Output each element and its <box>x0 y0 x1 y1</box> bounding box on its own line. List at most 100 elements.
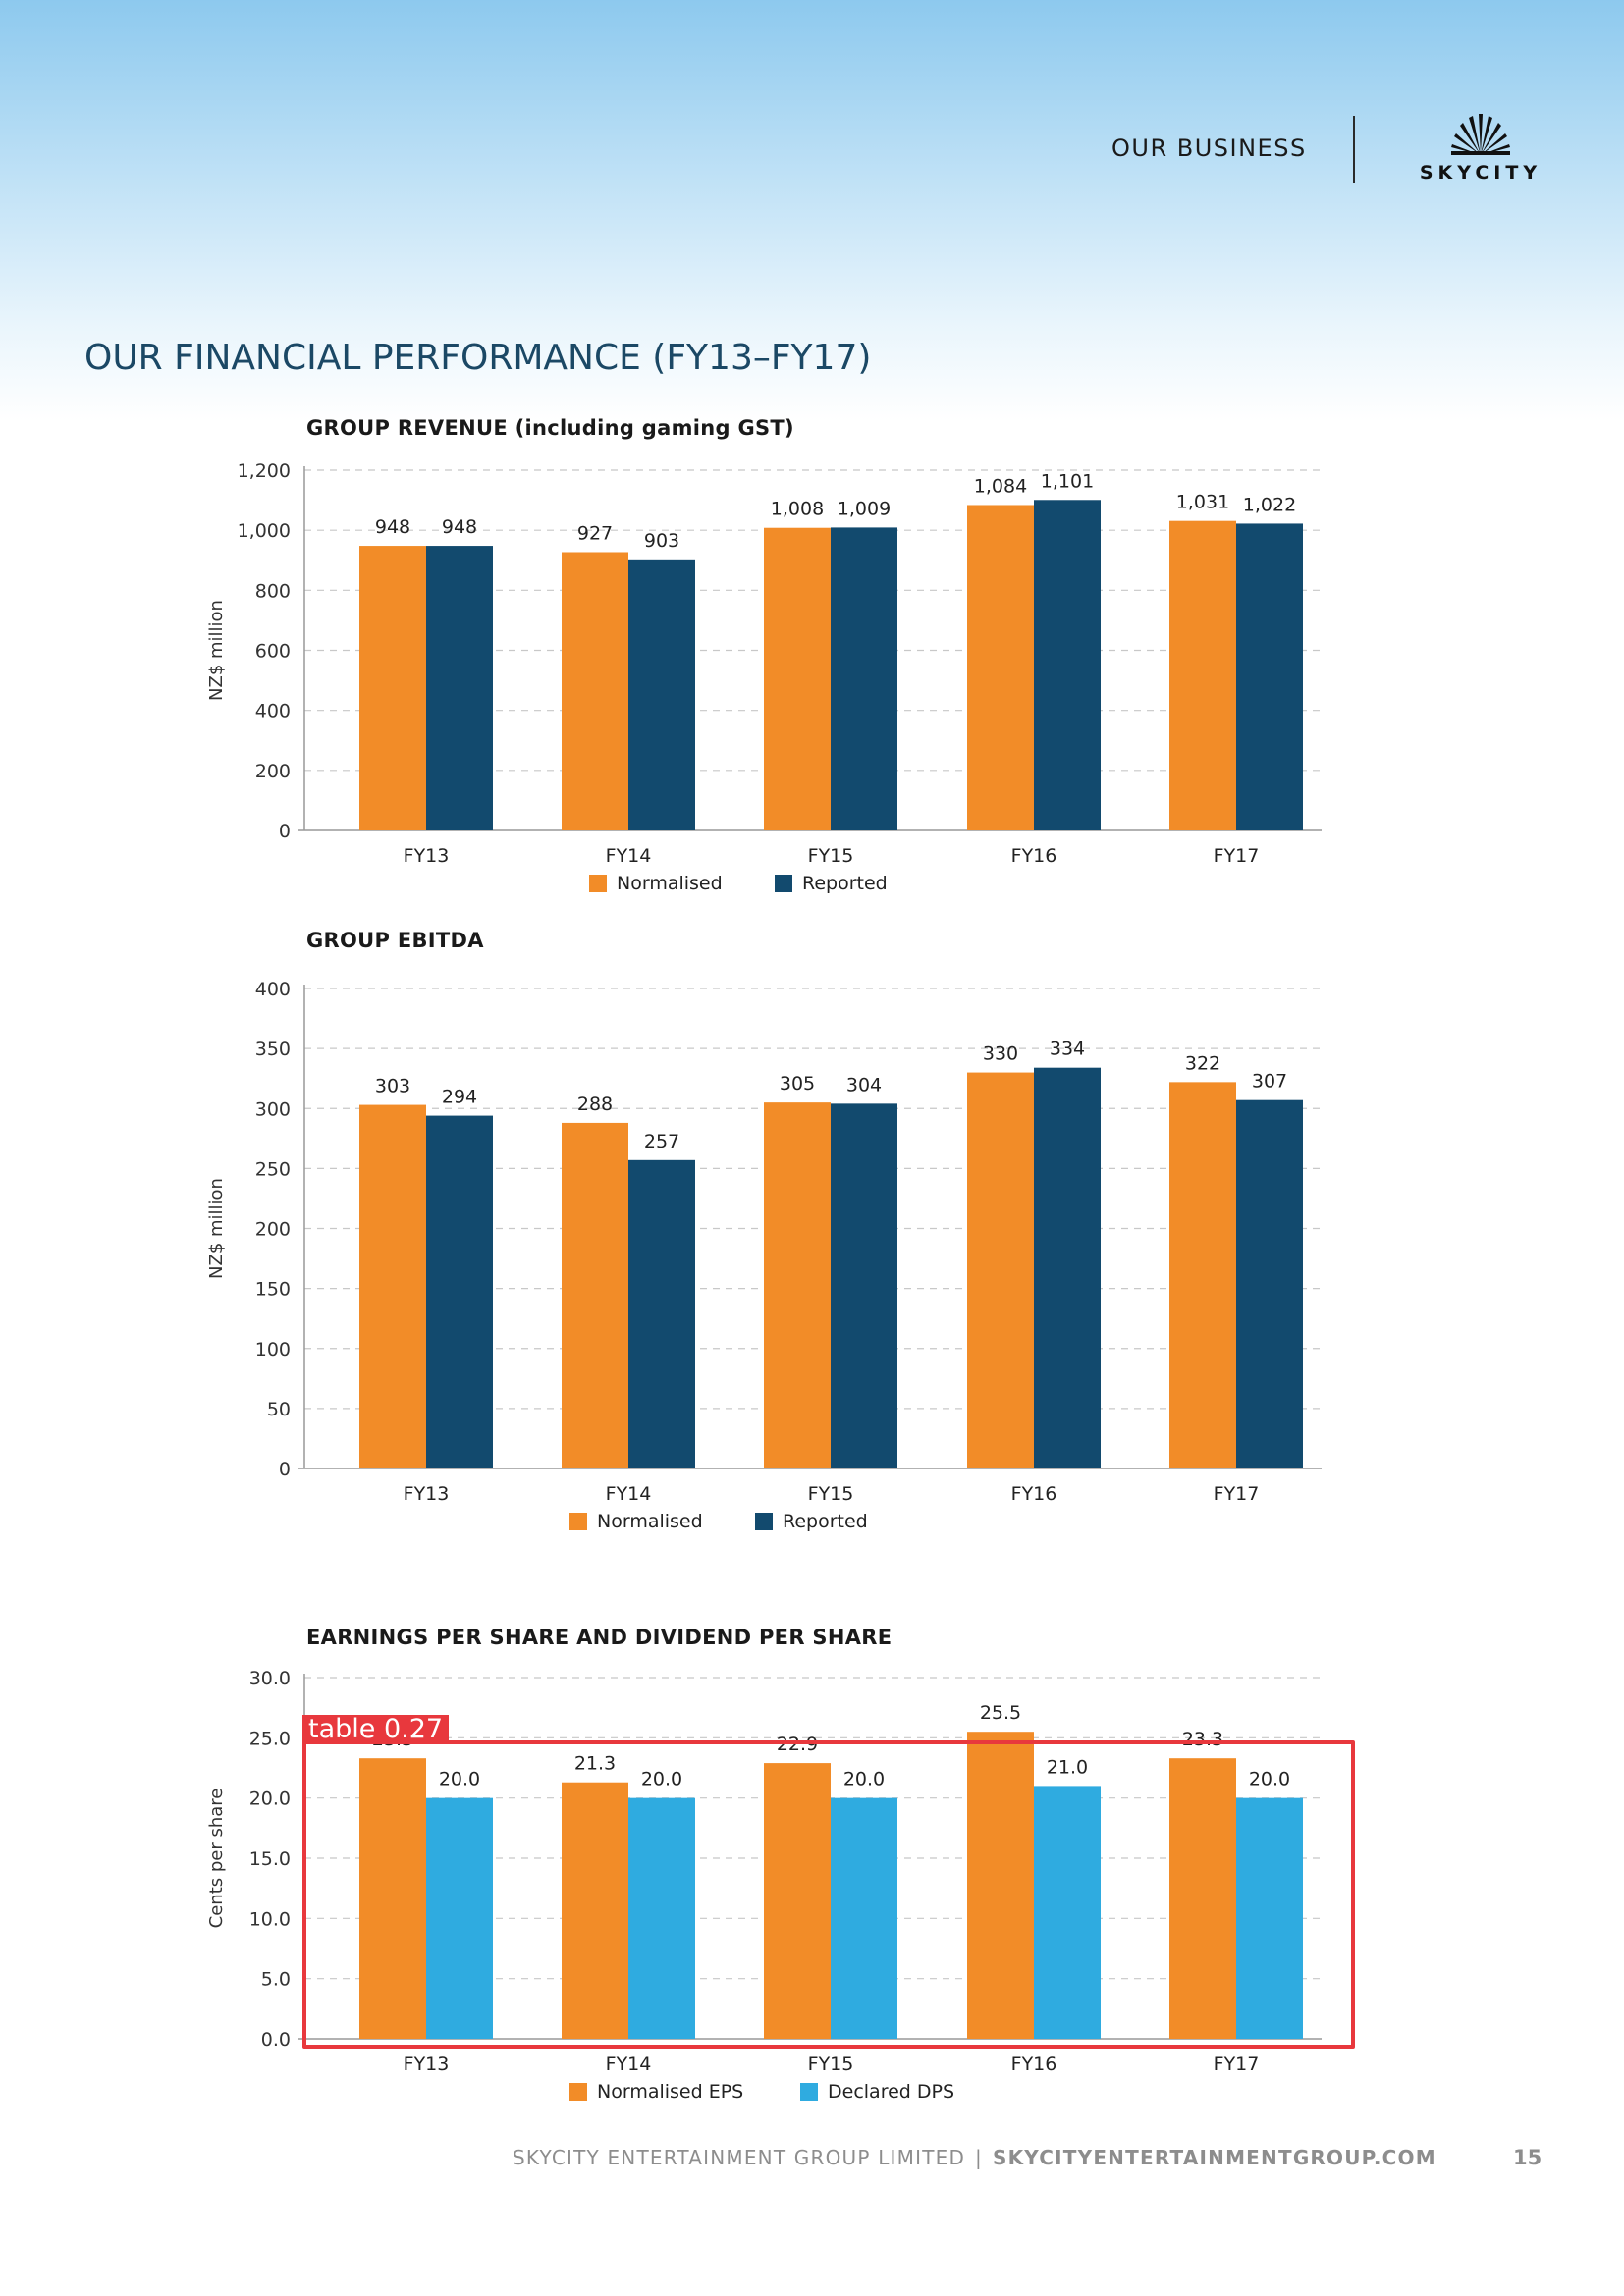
data-label: 903 <box>644 530 679 552</box>
detection-box <box>302 1740 1355 2049</box>
section-label: OUR BUSINESS <box>1111 134 1307 162</box>
bar <box>967 505 1034 830</box>
bar <box>764 527 831 830</box>
sunburst-logo-icon <box>1451 114 1510 155</box>
y-tick-label: 5.0 <box>261 1969 291 1991</box>
bar <box>1236 523 1303 830</box>
data-label: 288 <box>577 1094 613 1115</box>
data-label: 307 <box>1252 1071 1287 1093</box>
bar <box>562 1122 628 1468</box>
chart-title-group-revenue: GROUP REVENUE (including gaming GST) <box>306 416 794 440</box>
y-tick-label: 1,000 <box>238 520 291 542</box>
y-tick-label: 800 <box>255 580 291 602</box>
data-label: 21.0 <box>1047 1756 1088 1778</box>
y-tick-label: 50 <box>267 1399 291 1420</box>
skycity-logo: SKYCITY <box>1414 108 1547 187</box>
data-label: 294 <box>442 1087 477 1108</box>
x-tick-label: FY13 <box>404 845 450 867</box>
bar <box>628 1159 695 1468</box>
y-tick-label: 400 <box>255 979 291 1000</box>
data-label: 1,009 <box>838 498 891 519</box>
y-tick-label: 20.0 <box>249 1789 291 1810</box>
data-label: 22.9 <box>777 1734 818 1755</box>
data-label: 948 <box>375 516 410 538</box>
y-axis-label: NZ$ million <box>206 600 227 701</box>
group-revenue-chart: 0 200 400 600 800 1,000 1,200 NZ$ million 948 948… <box>206 460 1322 894</box>
x-tick-label: FY16 <box>1011 2054 1057 2075</box>
y-tick-label: 15.0 <box>249 1848 291 1870</box>
x-tick-label: FY13 <box>404 2054 450 2075</box>
y-tick-label: 200 <box>255 761 291 782</box>
bar <box>359 1758 426 2039</box>
legend-entry: Normalised EPS <box>597 2081 743 2103</box>
bar <box>628 1797 695 2039</box>
data-label: 927 <box>577 522 613 544</box>
bar <box>628 559 695 830</box>
eps-dps-chart: 0.0 5.0 10.0 15.0 20.0 25.0 30.0 Cents per shar… <box>206 1668 1322 2103</box>
bar <box>764 1102 831 1468</box>
data-label: 948 <box>442 516 477 538</box>
x-tick-label: FY13 <box>404 1483 450 1505</box>
x-tick-label: FY15 <box>808 845 854 867</box>
legend-entry: Reported <box>802 873 888 894</box>
data-label: 21.3 <box>574 1753 616 1775</box>
bar <box>1169 1082 1236 1468</box>
footer-separator: | <box>975 2146 983 2169</box>
legend-entry: Normalised <box>597 1511 703 1532</box>
data-label: 257 <box>644 1131 679 1152</box>
legend-swatch <box>569 1513 587 1530</box>
x-tick-label: FY17 <box>1214 1483 1260 1505</box>
y-tick-label: 600 <box>255 641 291 663</box>
logo-wordmark: SKYCITY <box>1419 162 1543 184</box>
bar <box>1034 1067 1101 1468</box>
footer-url[interactable]: SKYCITYENTERTAINMENTGROUP.COM <box>993 2146 1436 2169</box>
data-label: 20.0 <box>843 1769 885 1790</box>
y-tick-label: 10.0 <box>249 1908 291 1930</box>
data-label: 322 <box>1185 1052 1220 1074</box>
bar <box>1169 1758 1236 2039</box>
header-divider <box>1353 116 1355 183</box>
legend-entry: Reported <box>783 1511 868 1532</box>
legend-entry: Normalised <box>617 873 723 894</box>
data-label: 25.5 <box>980 1702 1021 1724</box>
data-label: 1,022 <box>1243 494 1296 515</box>
chart-title-group-ebitda: GROUP EBITDA <box>306 929 484 952</box>
x-tick-label: FY15 <box>808 1483 854 1505</box>
bar <box>1034 500 1101 830</box>
y-tick-label: 1,200 <box>238 460 291 482</box>
y-tick-label: 250 <box>255 1158 291 1180</box>
y-tick-label: 25.0 <box>249 1728 291 1749</box>
y-tick-label: 100 <box>255 1339 291 1361</box>
legend-swatch <box>800 2083 818 2101</box>
data-label: 305 <box>780 1073 815 1095</box>
data-label: 1,031 <box>1176 492 1229 513</box>
x-tick-label: FY14 <box>606 845 652 867</box>
data-label: 23.3 <box>1182 1729 1223 1750</box>
data-label: 1,084 <box>974 475 1027 497</box>
bar <box>359 1104 426 1468</box>
x-tick-label: FY17 <box>1214 845 1260 867</box>
bar <box>562 1782 628 2039</box>
y-axis-label: NZ$ million <box>206 1178 227 1279</box>
page-number: 15 <box>1513 2146 1543 2169</box>
bar <box>1236 1797 1303 2039</box>
group-ebitda-chart: 0 50 100 150 200 250 300 350 400 NZ$ million 303 29… <box>206 979 1322 1532</box>
x-tick-label: FY14 <box>606 2054 652 2075</box>
x-tick-label: FY16 <box>1011 1483 1057 1505</box>
data-label: 20.0 <box>439 1769 480 1790</box>
bar <box>1034 1786 1101 2039</box>
page-title: OUR FINANCIAL PERFORMANCE (FY13–FY17) <box>84 338 872 378</box>
bar <box>831 527 897 830</box>
y-tick-label: 30.0 <box>249 1668 291 1689</box>
x-tick-label: FY15 <box>808 2054 854 2075</box>
legend-swatch <box>755 1513 773 1530</box>
y-tick-label: 300 <box>255 1098 291 1120</box>
y-tick-label: 350 <box>255 1039 291 1060</box>
bar <box>831 1797 897 2039</box>
y-tick-label: 0.0 <box>261 2029 291 2051</box>
data-label: 303 <box>375 1076 410 1097</box>
bar <box>359 546 426 830</box>
data-label: 1,101 <box>1041 470 1094 492</box>
bar <box>967 1072 1034 1468</box>
x-tick-label: FY17 <box>1214 2054 1260 2075</box>
